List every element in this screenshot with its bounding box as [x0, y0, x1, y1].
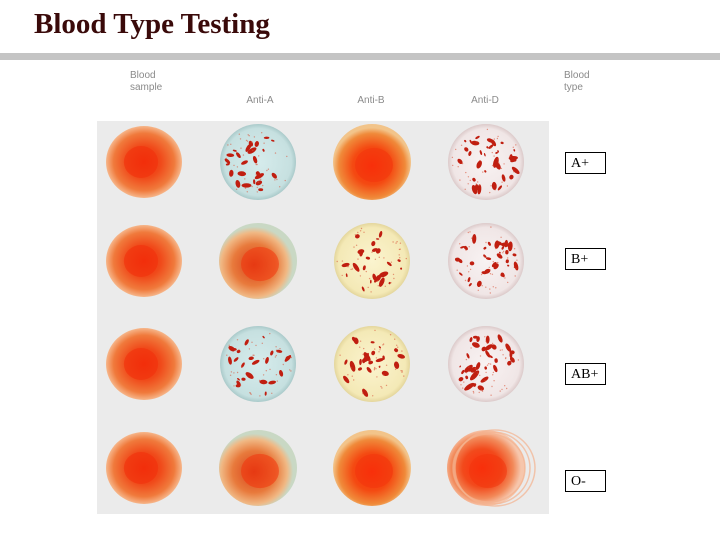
well-anti-d-row-1	[448, 124, 524, 200]
blood-type-result-b-pos: B+	[565, 248, 606, 270]
header-blood-sample-line2: sample	[130, 82, 163, 93]
well-anti-d-row-2	[448, 223, 524, 299]
well-anti-b-row-3	[334, 326, 410, 402]
header-blood-sample-line1: Blood	[130, 70, 156, 81]
well-anti-a-row-2	[219, 223, 297, 299]
blood-type-result-o-neg: O-	[565, 470, 606, 492]
header-blood-type-line1: Blood	[564, 70, 590, 81]
header-anti-b: Anti-B	[357, 95, 385, 106]
header-blood-sample: Blood sample	[130, 70, 162, 94]
blood-test-photo	[97, 121, 549, 514]
well-anti-b-row-2	[334, 223, 410, 299]
well-sample-row-3	[106, 328, 182, 400]
well-anti-a-row-4	[219, 430, 297, 506]
header-anti-d: Anti-D	[471, 95, 499, 106]
well-anti-a-row-3	[220, 326, 296, 402]
well-anti-d-row-4	[447, 429, 536, 507]
header-blood-type-line2: type	[564, 82, 583, 93]
blood-type-result-ab-pos: AB+	[565, 363, 606, 385]
well-sample-row-4	[106, 432, 182, 504]
well-sample-row-2	[106, 225, 182, 297]
blood-type-result-a-pos: A+	[565, 152, 606, 174]
title-divider	[0, 53, 720, 60]
header-anti-a: Anti-A	[246, 95, 274, 106]
well-anti-d-row-3	[448, 326, 524, 402]
well-anti-a-row-1	[220, 124, 296, 200]
well-sample-row-1	[106, 126, 182, 198]
well-anti-b-row-4	[333, 430, 411, 506]
header-blood-type: Blood type	[564, 70, 590, 94]
well-anti-b-row-1	[333, 124, 411, 200]
test-wells-grid	[106, 124, 536, 507]
slide-title: Blood Type Testing	[34, 8, 270, 40]
